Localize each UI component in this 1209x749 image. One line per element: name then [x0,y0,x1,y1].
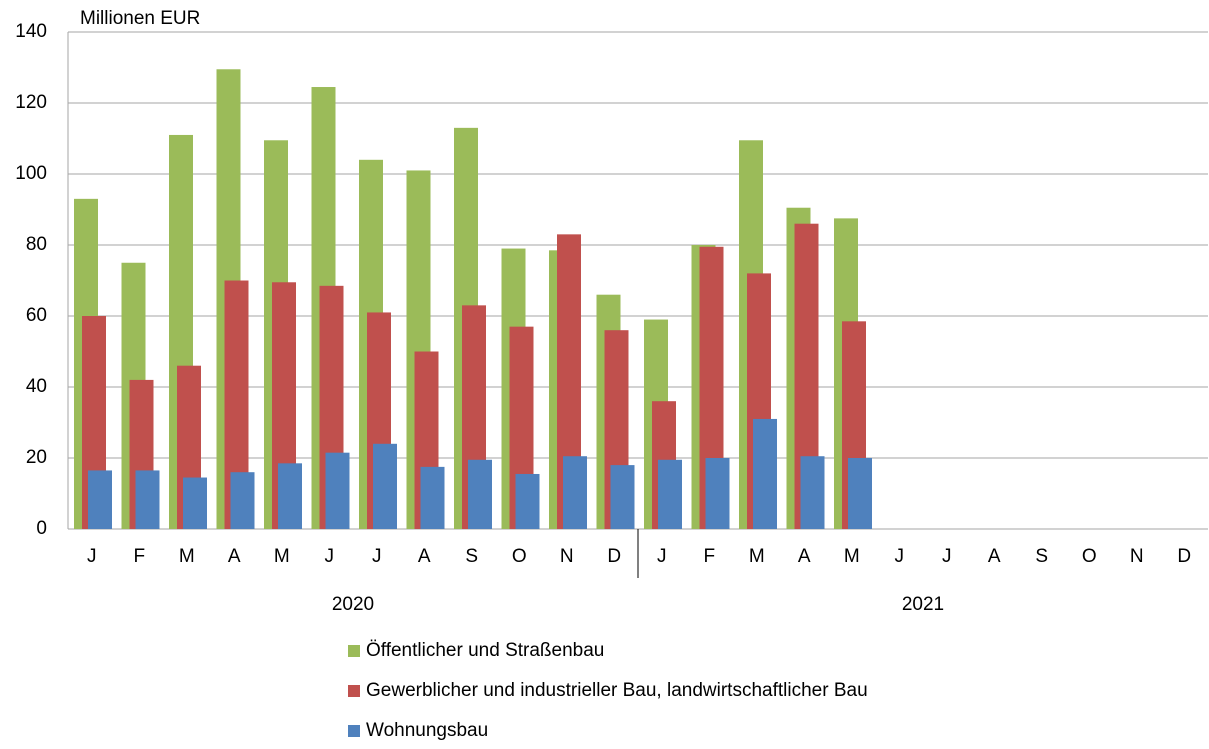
y-tick-label: 40 [26,376,47,397]
x-tick-label: N [560,546,574,567]
x-tick-label: M [274,546,290,567]
x-tick-label: F [133,546,145,567]
x-tick-label: F [703,546,715,567]
x-tick-label: M [844,546,860,567]
y-tick-label: 120 [15,92,47,113]
x-tick-label: J [657,546,667,567]
x-tick-label: J [372,546,382,567]
bar [373,443,397,529]
bar [230,472,255,529]
x-tick-label: J [87,546,97,567]
group-label: 2021 [902,594,944,615]
y-axis-label: Millionen EUR [80,8,200,29]
x-tick-label: J [895,546,905,567]
legend-label: Öffentlicher und Straßenbau [366,640,604,661]
legend-label: Gewerblicher und industrieller Bau, land… [366,680,868,701]
y-tick-label: 20 [26,447,47,468]
bar [183,477,207,529]
bar [135,470,160,529]
bar [610,465,635,529]
y-tick-label: 100 [15,163,47,184]
y-tick-label: 60 [26,305,47,326]
bar [420,466,445,529]
legend-swatch [348,685,360,697]
bar [753,418,777,529]
legend-swatch [348,645,360,657]
x-tick-label: M [749,546,765,567]
x-tick-label: A [228,546,241,567]
y-tick-label: 80 [26,234,47,255]
bar [278,463,302,529]
y-tick-label: 140 [15,21,47,42]
x-tick-label: A [418,546,431,567]
x-tick-label: D [607,546,621,567]
bar [468,459,492,529]
bar [658,459,682,529]
x-tick-label: A [988,546,1001,567]
legend-label: Wohnungsbau [366,720,488,741]
bar [563,456,587,529]
x-tick-label: D [1177,546,1191,567]
x-tick-label: O [1082,546,1097,567]
x-tick-label: O [512,546,527,567]
bar [325,452,350,529]
x-tick-label: M [179,546,195,567]
bar [88,470,112,529]
bar [705,458,730,529]
x-tick-label: S [1035,546,1048,567]
x-tick-label: N [1130,546,1144,567]
bar [515,473,540,529]
group-label: 2020 [332,594,374,615]
x-tick-label: J [325,546,335,567]
bar [800,456,825,529]
bar [848,458,872,529]
y-tick-label: 0 [36,518,47,539]
legend-swatch [348,725,360,737]
x-tick-label: S [465,546,478,567]
x-tick-label: A [798,546,811,567]
x-tick-label: J [942,546,952,567]
